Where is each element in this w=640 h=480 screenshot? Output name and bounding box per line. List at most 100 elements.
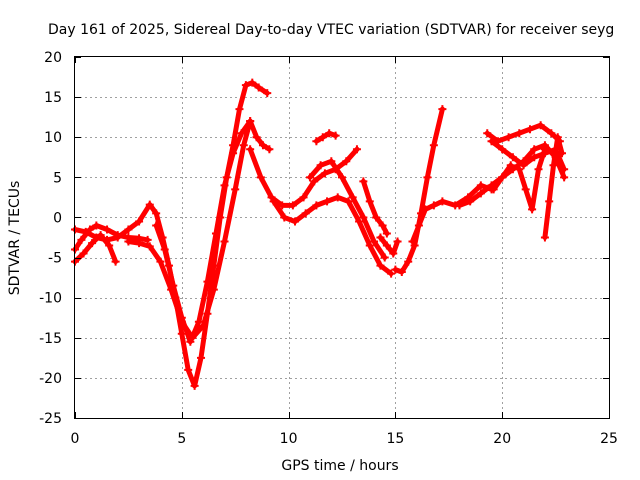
data-point-marker bbox=[560, 165, 569, 174]
data-point-marker bbox=[265, 145, 274, 154]
data-point-marker bbox=[342, 157, 351, 166]
y-axis-label: SDTVAR / TECUs bbox=[7, 181, 23, 296]
data-point-marker bbox=[241, 81, 250, 90]
data-point-marker bbox=[515, 129, 524, 138]
tick-label-layer: 0 5 10 15 20 25 -25 -20 -15 -10 -5 0 5 10 15 20 bbox=[39, 50, 618, 447]
data-point-marker bbox=[246, 145, 255, 154]
data-point-marker bbox=[288, 201, 297, 210]
y-tick-label: 10 bbox=[44, 130, 62, 146]
data-point-marker bbox=[169, 281, 178, 290]
series-sat-l bbox=[376, 233, 402, 258]
data-point-marker bbox=[92, 221, 101, 230]
data-point-marker bbox=[197, 353, 206, 362]
data-point-marker bbox=[530, 153, 539, 162]
data-point-marker bbox=[252, 133, 261, 142]
data-point-marker bbox=[466, 197, 475, 206]
data-point-marker bbox=[209, 285, 218, 294]
data-point-marker bbox=[483, 129, 492, 138]
data-point-marker bbox=[333, 193, 342, 202]
data-point-marker bbox=[387, 269, 396, 278]
data-point-marker bbox=[312, 201, 321, 210]
data-point-marker bbox=[397, 267, 406, 276]
data-point-marker bbox=[320, 169, 329, 178]
series-sat-g bbox=[269, 193, 396, 278]
series-trace bbox=[72, 80, 270, 389]
data-point-marker bbox=[525, 125, 534, 134]
data-point-marker bbox=[177, 313, 186, 322]
data-point-marker bbox=[194, 317, 203, 326]
data-point-marker bbox=[323, 197, 332, 206]
data-point-marker bbox=[177, 329, 186, 338]
y-tick-label: 5 bbox=[53, 170, 62, 186]
data-point-marker bbox=[152, 221, 161, 230]
data-point-marker bbox=[103, 235, 112, 244]
data-point-marker bbox=[156, 257, 165, 266]
data-point-marker bbox=[239, 141, 248, 150]
data-point-marker bbox=[414, 221, 423, 230]
data-point-marker bbox=[111, 257, 120, 266]
data-point-marker bbox=[81, 227, 90, 236]
data-point-marker bbox=[534, 165, 543, 174]
data-point-marker bbox=[519, 161, 528, 170]
data-point-marker bbox=[310, 177, 319, 186]
data-point-marker bbox=[389, 249, 398, 258]
data-point-marker bbox=[327, 157, 336, 166]
y-tick-label: 15 bbox=[44, 90, 62, 106]
data-point-marker bbox=[79, 249, 88, 258]
data-point-marker bbox=[199, 321, 208, 330]
y-tick-label: -5 bbox=[48, 251, 62, 267]
data-point-marker bbox=[487, 137, 496, 146]
data-point-marker bbox=[498, 173, 507, 182]
tick-layer bbox=[75, 57, 610, 419]
series-sat-s bbox=[489, 161, 515, 194]
data-point-marker bbox=[325, 129, 334, 138]
data-point-marker bbox=[184, 365, 193, 374]
data-point-marker bbox=[547, 129, 556, 138]
data-point-marker bbox=[291, 217, 300, 226]
data-point-marker bbox=[378, 221, 387, 230]
data-point-marker bbox=[506, 161, 515, 170]
data-point-marker bbox=[229, 149, 238, 158]
data-point-marker bbox=[190, 381, 199, 390]
data-point-marker bbox=[211, 229, 220, 238]
data-point-marker bbox=[393, 237, 402, 246]
data-point-marker bbox=[455, 201, 464, 210]
data-point-marker bbox=[220, 181, 229, 190]
data-point-marker bbox=[549, 161, 558, 170]
series-sat-k bbox=[391, 105, 447, 276]
data-point-marker bbox=[248, 78, 257, 87]
x-tick-label: 10 bbox=[280, 431, 298, 447]
series-sat-r bbox=[540, 133, 567, 242]
series-trace bbox=[125, 118, 272, 341]
data-point-marker bbox=[103, 225, 112, 234]
x-tick-label: 5 bbox=[177, 431, 186, 447]
data-point-marker bbox=[269, 197, 278, 206]
data-point-marker bbox=[143, 235, 152, 244]
series-sat-e bbox=[152, 117, 255, 346]
data-point-marker bbox=[365, 197, 374, 206]
data-point-marker bbox=[540, 145, 549, 154]
data-point-marker bbox=[382, 241, 391, 250]
data-point-marker bbox=[376, 261, 385, 270]
x-tick-label: 15 bbox=[386, 431, 404, 447]
data-point-marker bbox=[380, 253, 389, 262]
data-point-marker bbox=[145, 200, 154, 209]
series-sat-h bbox=[312, 129, 340, 146]
data-point-marker bbox=[560, 173, 569, 182]
data-point-marker bbox=[113, 233, 122, 242]
data-point-marker bbox=[88, 239, 97, 248]
data-point-marker bbox=[152, 209, 161, 218]
data-point-marker bbox=[237, 129, 246, 138]
data-point-marker bbox=[235, 105, 244, 114]
data-point-marker bbox=[301, 209, 310, 218]
data-point-marker bbox=[476, 181, 485, 190]
series-trace bbox=[153, 118, 253, 345]
data-point-marker bbox=[135, 239, 144, 248]
series-sat-j bbox=[359, 177, 391, 238]
series-sat-q bbox=[515, 145, 549, 214]
data-point-marker bbox=[316, 161, 325, 170]
series-sat-i bbox=[305, 157, 389, 262]
data-point-marker bbox=[476, 189, 485, 198]
y-tick-label: -25 bbox=[39, 411, 62, 427]
data-point-marker bbox=[372, 213, 381, 222]
